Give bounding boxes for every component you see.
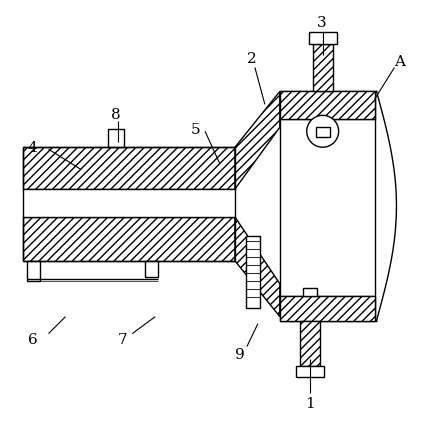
Bar [145,261,158,277]
Polygon shape [235,92,280,190]
Bar [309,32,337,44]
Circle shape [307,116,338,148]
Bar [300,321,320,366]
Text: A: A [394,55,405,69]
Bar [296,366,324,377]
Bar [303,288,317,296]
Bar [246,236,260,308]
Bar [109,130,124,148]
Text: 8: 8 [110,108,120,122]
Text: 6: 6 [28,332,38,346]
Text: 4: 4 [28,141,38,155]
Bar [27,261,39,281]
Text: 5: 5 [190,123,200,137]
Text: 7: 7 [117,332,127,346]
Bar [313,44,333,92]
Polygon shape [23,218,235,261]
Text: 3: 3 [317,16,326,29]
Bar [280,296,374,321]
Polygon shape [235,218,280,317]
Bar [23,190,235,218]
Bar [280,92,374,321]
Bar [316,128,330,138]
Text: 9: 9 [235,347,245,361]
Text: 2: 2 [247,52,257,65]
Text: 1: 1 [305,397,315,410]
Bar [280,92,374,120]
Polygon shape [23,148,235,190]
